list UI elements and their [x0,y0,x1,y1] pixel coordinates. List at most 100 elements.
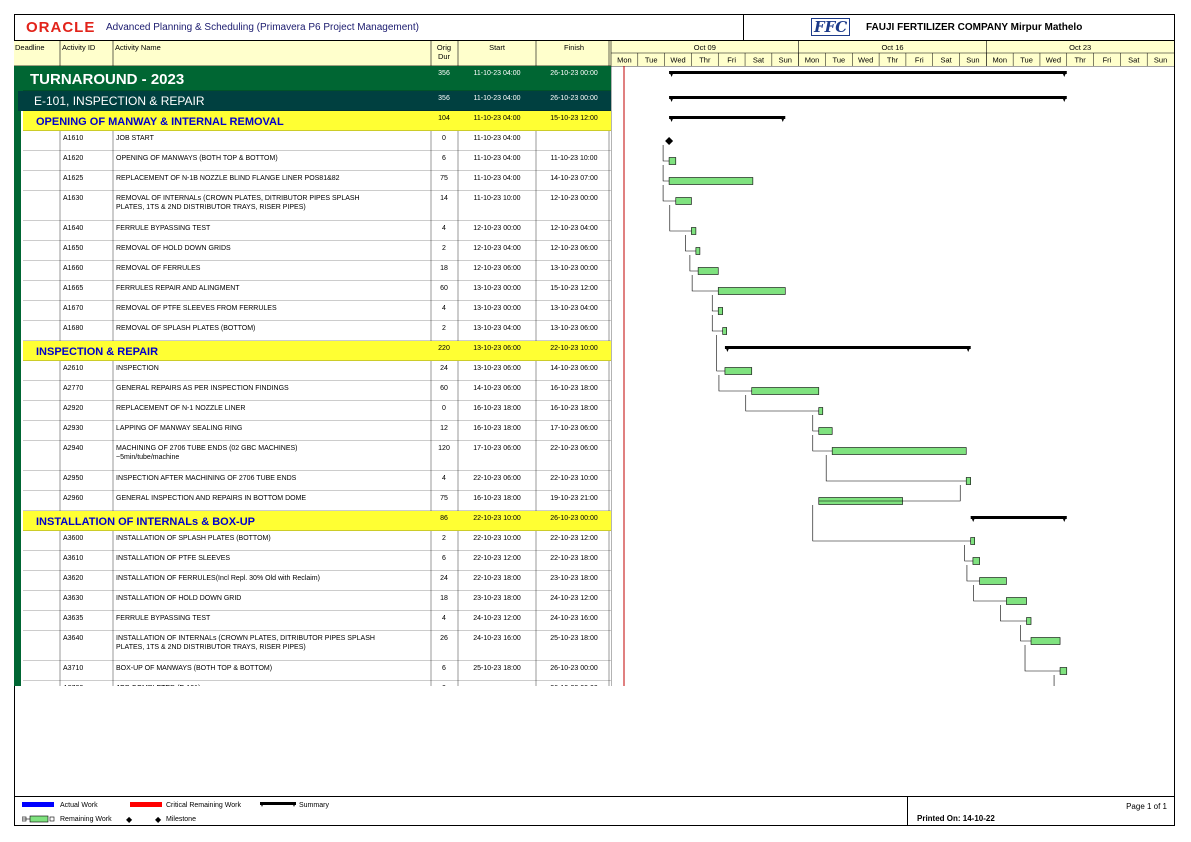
legend-actual-swatch [22,802,54,807]
activity-row-bg [23,321,611,341]
remaining-bar [1059,667,1068,675]
wbs-dur: 86 [440,515,448,522]
activity-name: REPLACEMENT OF N-1B NOZZLE BLIND FLANGE … [116,175,340,182]
activity-finish: 24-10-23 12:00 [550,595,598,602]
day-label: Tue [1020,56,1033,65]
activity-finish: 25-10-23 18:00 [550,635,598,642]
wbs-row-bg [14,66,611,91]
wbs-finish: 26-10-23 00:00 [550,515,598,522]
relationship-line [1020,625,1032,642]
day-label: Sat [753,56,765,65]
day-label: Sat [1128,56,1140,65]
activity-finish: 12-10-23 00:00 [550,195,598,202]
activity-start: 25-10-23 18:00 [473,665,521,672]
day-label: Fri [915,56,924,65]
summary-bar-end [780,116,786,122]
activity-row-bg [23,261,611,281]
activity-finish: 14-10-23 07:00 [550,175,598,182]
remaining-bar [697,267,719,275]
activity-id: A3640 [63,635,83,642]
activity-row-bg [23,221,611,241]
day-label: Mon [992,56,1007,65]
remaining-bar [668,177,754,185]
activity-id: A1650 [63,245,83,252]
activity-name: OPENING OF MANWAYS (BOTH TOP & BOTTOM) [116,155,278,162]
remaining-bar [668,157,677,165]
remaining-bar [691,227,697,235]
day-label: Wed [670,56,685,65]
column-header-start: Start [489,43,506,52]
activity-finish: 12-10-23 04:00 [550,225,598,232]
activity-name: LAPPING OF MANWAY SEALING RING [116,425,242,432]
activity-finish: 17-10-23 06:00 [550,425,598,432]
activity-name: REMOVAL OF SPLASH PLATES (BOTTOM) [116,325,255,332]
relationship-line [685,235,696,252]
summary-bar-end [1061,96,1067,102]
remaining-bar [717,287,786,295]
wbs-dur: 356 [438,70,450,77]
activity-finish: 24-10-23 16:00 [550,615,598,622]
activity-row-bg [23,661,611,681]
wbs-start: 11-10-23 04:00 [474,115,521,122]
wbs-start: 11-10-23 04:00 [474,95,521,102]
remaining-bar [818,407,824,415]
legend-remaining-swatch [22,815,55,823]
week-label: Oct 23 [1069,43,1091,52]
activity-dur: 26 [440,635,448,642]
wbs-dur: 356 [438,95,450,102]
summary-bar [669,116,786,119]
activity-dur: 0 [442,135,446,142]
day-label: Mon [805,56,820,65]
wbs-name: E-101, INSPECTION & REPAIR [34,94,205,108]
activity-dur: 60 [440,385,448,392]
column-header-activity-name: Activity Name [115,43,161,52]
summary-bar [669,96,1067,99]
remaining-bar [724,367,753,375]
day-label: Tue [833,56,846,65]
activity-id: A2950 [63,475,83,482]
activity-id: A2920 [63,405,83,412]
printed-date: Printed On: 14-10-22 [917,814,995,823]
activity-start: 22-10-23 10:00 [473,535,521,542]
activity-row-bg [23,441,611,471]
legend-milestone-icon-small: ◆ [126,815,133,824]
ffc-logo: FFC [811,18,851,36]
activity-finish: 14-10-23 06:00 [550,365,598,372]
activity-id: A3610 [63,555,83,562]
wbs-row-bg [23,511,611,531]
week-label: Oct 09 [694,43,716,52]
column-header-activity-id: Activity ID [62,43,96,52]
activity-name: FERRULE BYPASSING TEST [116,225,211,232]
wbs-finish: 15-10-23 12:00 [550,115,598,122]
activity-row-bg [23,381,611,401]
wbs-name: TURNAROUND - 2023 [30,71,184,88]
activity-name-line2: PLATES, 1TS & 2ND DISTRIBUTOR TRAYS, RIS… [116,644,306,651]
activity-id: A2930 [63,425,83,432]
activity-dur: 24 [440,365,448,372]
activity-id: A3635 [63,615,83,622]
summary-bar-start [970,516,976,522]
activity-row-bg [23,401,611,421]
activity-dur: 0 [442,405,446,412]
remaining-bar [695,247,701,255]
activity-id: A2770 [63,385,83,392]
summary-bar [724,346,971,349]
relationship-line [966,565,980,582]
day-label: Thr [887,56,899,65]
activity-dur: 6 [442,555,446,562]
activity-dur: 4 [442,615,446,622]
remaining-bar [722,327,728,335]
activity-name: FERRULES REPAIR AND ALINGMENT [116,285,240,292]
activity-name-line2: ~5min/tube/machine [116,454,179,461]
day-label: Sun [779,56,792,65]
app-title: Advanced Planning & Scheduling (Primaver… [106,22,419,33]
day-label: Tue [645,56,658,65]
activity-start: 24-10-23 16:00 [473,635,521,642]
activity-row-bg [23,551,611,571]
page-number: Page 1 of 1 [1126,802,1167,811]
activity-start: 12-10-23 00:00 [473,225,521,232]
activity-dur: 18 [440,265,448,272]
activity-name: INSTALLATION OF SPLASH PLATES (BOTTOM) [116,535,271,542]
activity-id: A1630 [63,195,83,202]
wbs-start: 11-10-23 04:00 [474,70,521,77]
